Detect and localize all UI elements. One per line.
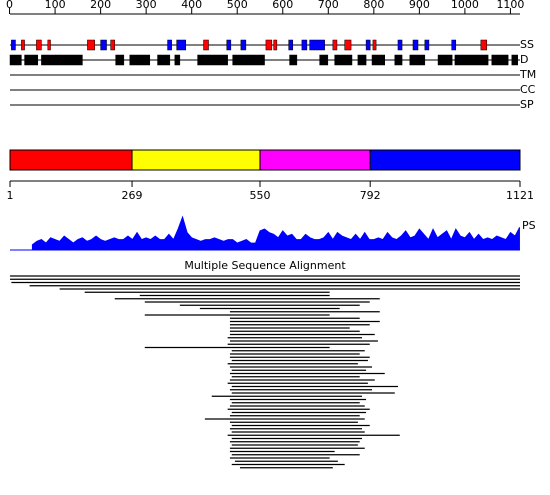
ps-label: PS — [522, 219, 536, 232]
helix — [265, 39, 273, 51]
msa-title: Multiple Sequence Alignment — [184, 259, 346, 272]
helix — [21, 39, 25, 51]
ruler-label: 300 — [136, 0, 157, 11]
track-label: SP — [520, 98, 534, 111]
helix — [344, 39, 352, 51]
helix — [203, 39, 209, 51]
ps-profile — [31, 215, 520, 251]
disorder-segment — [319, 54, 329, 66]
disorder-segment — [357, 54, 367, 66]
boundary-label: 269 — [122, 189, 143, 202]
disorder-segment — [371, 54, 386, 66]
strand — [365, 39, 371, 51]
ruler-label: 600 — [272, 0, 293, 11]
strand — [100, 39, 107, 51]
strand — [288, 39, 294, 51]
disorder-segment — [115, 54, 125, 66]
ruler-label: 1000 — [451, 0, 479, 11]
boundary-label: 1 — [7, 189, 14, 202]
disorder-segment — [232, 54, 265, 66]
disorder-segment — [289, 54, 298, 66]
disorder-segment — [454, 54, 489, 66]
ruler-label: 400 — [181, 0, 202, 11]
domain — [9, 149, 133, 171]
helix — [332, 39, 338, 51]
helix — [110, 39, 115, 51]
strand — [240, 39, 247, 51]
boundary-label: 550 — [249, 189, 270, 202]
ruler-label: 800 — [363, 0, 384, 11]
disorder-segment — [511, 54, 518, 66]
helix — [480, 39, 488, 51]
strand — [451, 39, 457, 51]
strand — [412, 39, 419, 51]
disorder-segment — [41, 54, 83, 66]
ruler-label: 700 — [318, 0, 339, 11]
disorder-segment — [409, 54, 426, 66]
strand — [226, 39, 232, 51]
disorder-segment — [197, 54, 228, 66]
ruler-label: 200 — [90, 0, 111, 11]
disorder-segment — [491, 54, 509, 66]
boundary-label: 1121 — [506, 189, 534, 202]
disorder-segment — [437, 54, 453, 66]
helix — [273, 39, 278, 51]
strand — [424, 39, 430, 51]
strand — [167, 39, 172, 51]
helix — [372, 39, 377, 51]
helix — [47, 39, 51, 51]
disorder-segment — [24, 54, 39, 66]
strand — [397, 39, 403, 51]
strand — [176, 39, 187, 51]
ruler-label: 500 — [227, 0, 248, 11]
disorder-segment — [174, 54, 181, 66]
strand — [11, 39, 16, 51]
domain — [131, 149, 261, 171]
strand — [301, 39, 308, 51]
disorder-segment — [157, 54, 171, 66]
ruler-label: 0 — [6, 0, 13, 11]
disorder-segment — [334, 54, 353, 66]
disorder-segment — [129, 54, 151, 66]
domain — [259, 149, 371, 171]
helix — [87, 39, 95, 51]
disorder-segment — [394, 54, 403, 66]
track-label: SS — [520, 38, 534, 51]
disorder-segment — [9, 54, 22, 66]
boundary-label: 792 — [360, 189, 381, 202]
strand — [309, 39, 325, 51]
ruler-label: 100 — [45, 0, 66, 11]
track-label: D — [520, 53, 528, 66]
domain — [369, 149, 521, 171]
track-label: TM — [519, 68, 536, 81]
ruler-label: 900 — [409, 0, 430, 11]
ruler-label: 1100 — [496, 0, 524, 11]
helix — [36, 39, 42, 51]
track-label: CC — [520, 83, 536, 96]
